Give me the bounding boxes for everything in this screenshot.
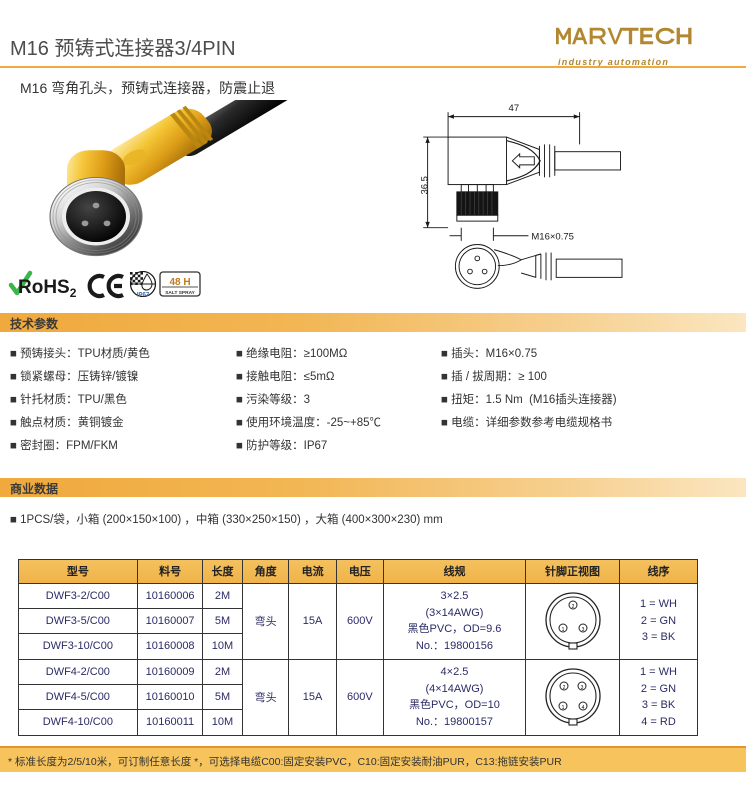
svg-text:3: 3	[581, 627, 584, 633]
svg-text:M16×0.75: M16×0.75	[531, 231, 574, 242]
svg-text:3: 3	[580, 685, 583, 691]
svg-text:48 H: 48 H	[169, 277, 190, 288]
svg-text:2: 2	[571, 604, 574, 610]
svg-text:1: 1	[561, 705, 564, 711]
svg-text:1: 1	[561, 627, 564, 633]
svg-text:SALT SPRAY: SALT SPRAY	[165, 290, 195, 296]
svg-text:36.5: 36.5	[420, 176, 431, 194]
svg-text:4: 4	[581, 705, 584, 711]
svg-text:47: 47	[509, 103, 520, 114]
svg-text:2: 2	[562, 685, 565, 691]
svg-text:IP67: IP67	[137, 293, 150, 299]
svg-text:RoHS2: RoHS2	[18, 277, 77, 300]
